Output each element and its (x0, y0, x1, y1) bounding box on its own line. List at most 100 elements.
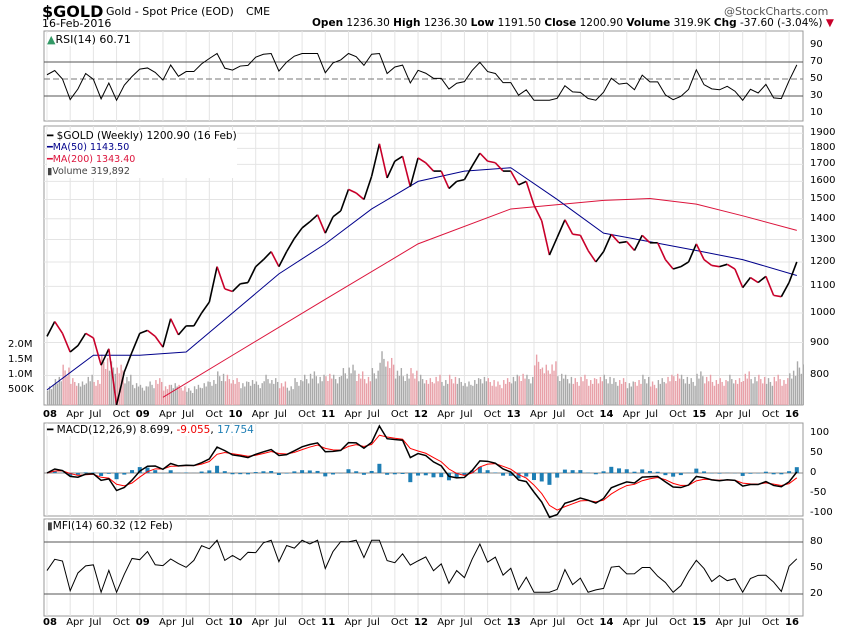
volume-bar (493, 380, 495, 405)
volume-bar (230, 383, 232, 405)
volume-bar (133, 388, 136, 405)
volume-bar (491, 385, 493, 405)
x-tick-label: Oct (390, 617, 409, 628)
price-tick: 1000 (810, 307, 836, 318)
price-segment (757, 275, 767, 284)
volume-bar (586, 379, 588, 405)
volume-bar (284, 381, 287, 405)
volume-bar (101, 354, 103, 405)
volume-bar (95, 385, 97, 405)
x-tick-label: Oct (483, 617, 501, 628)
volume-bar (360, 378, 362, 405)
volume-bar (327, 381, 329, 405)
macd-histogram-bar (284, 473, 289, 474)
price-segment (556, 219, 566, 238)
macd-histogram-bar (230, 473, 235, 475)
macd-histogram-bar (207, 470, 212, 473)
price-segment (618, 240, 627, 244)
price-segment (162, 318, 172, 348)
volume-bar (139, 384, 142, 405)
volume-bar (215, 383, 217, 405)
exchange: CME (246, 5, 271, 18)
volume-bar (389, 368, 391, 405)
macd-histogram-bar (99, 473, 104, 477)
x-tick-label: 14 (599, 617, 614, 628)
price-tick: 1900 (810, 127, 836, 139)
volume-bar (168, 384, 171, 405)
volume-bar (549, 373, 551, 405)
volume-bar (203, 383, 205, 405)
volume-bar (141, 387, 144, 405)
x-tick-label: Jul (645, 617, 659, 628)
price-segment (240, 281, 249, 285)
volume-bar (269, 383, 271, 405)
volume-bar (705, 376, 708, 405)
rsi-tick: 30 (810, 90, 823, 101)
volume-bar (541, 367, 544, 405)
volume-bar (331, 378, 333, 405)
volume-bar (653, 384, 656, 405)
price-segment (285, 238, 296, 253)
price-segment (139, 329, 148, 335)
volume-bar (249, 385, 252, 405)
macd-histogram-bar (91, 472, 96, 473)
price-segment (672, 265, 682, 270)
volume-bar (132, 384, 134, 405)
volume-bar (593, 378, 596, 405)
volume-bar (603, 374, 605, 405)
volume-bar (437, 381, 439, 405)
date: 16-Feb-2016 (42, 17, 112, 30)
volume-bar (354, 370, 356, 405)
volume-bar (667, 376, 669, 405)
volume-bar (205, 386, 207, 405)
volume-bar (191, 393, 194, 405)
macd-label: ━ MACD(12,26,9) 8.699, -9.055, 17.754 (47, 424, 254, 436)
volume-bar (182, 390, 184, 405)
open-value: 1236.30 (346, 17, 390, 29)
macd-histogram-bar (562, 469, 567, 473)
volume-bar (495, 386, 497, 405)
price-segment (324, 216, 334, 234)
price-segment (293, 227, 303, 239)
price-segment (548, 237, 558, 256)
volume-bar (346, 378, 348, 405)
x-tick-label: 10 (228, 409, 243, 420)
volume-bar (89, 381, 91, 405)
macd-histogram-bar (292, 471, 297, 473)
mfi-tick: 50 (810, 561, 823, 573)
volume-bar (711, 381, 714, 405)
volume-bar (408, 378, 410, 405)
volume-bar (213, 380, 215, 405)
macd-histogram-bar (547, 473, 552, 485)
volume-bar (649, 386, 652, 405)
x-tick-label: 12 (414, 409, 428, 420)
x-tick-label: 15 (692, 409, 707, 420)
macd-histogram-bar (655, 471, 660, 473)
x-tick-label: Apr (344, 409, 362, 420)
macd-histogram-bar (300, 470, 305, 473)
high-value: 1236.30 (423, 17, 468, 29)
volume-bar (794, 375, 797, 405)
price-segment (726, 263, 736, 270)
macd-histogram-bar (215, 465, 220, 473)
macd-histogram-bar (377, 463, 382, 473)
price-segment (425, 162, 435, 172)
volume-bar (153, 388, 155, 405)
volume-bar (628, 383, 631, 405)
price-segment (633, 234, 643, 251)
macd-histogram-bar (671, 473, 676, 477)
volume-bar (678, 378, 681, 405)
macd-histogram-bar (323, 473, 328, 477)
volume-bar (574, 378, 576, 405)
volume-bar (404, 381, 406, 405)
macd-histogram-bar (508, 473, 513, 476)
volume-bar (273, 383, 275, 405)
volume-tick: 1.5M (8, 354, 33, 365)
down-arrow-icon: ▼ (825, 17, 834, 29)
volume-bar (340, 375, 343, 405)
macd-histogram-bar (307, 470, 312, 473)
volume-bar (300, 380, 302, 405)
macd-histogram-bar (539, 473, 544, 482)
volume-bar (686, 376, 689, 405)
